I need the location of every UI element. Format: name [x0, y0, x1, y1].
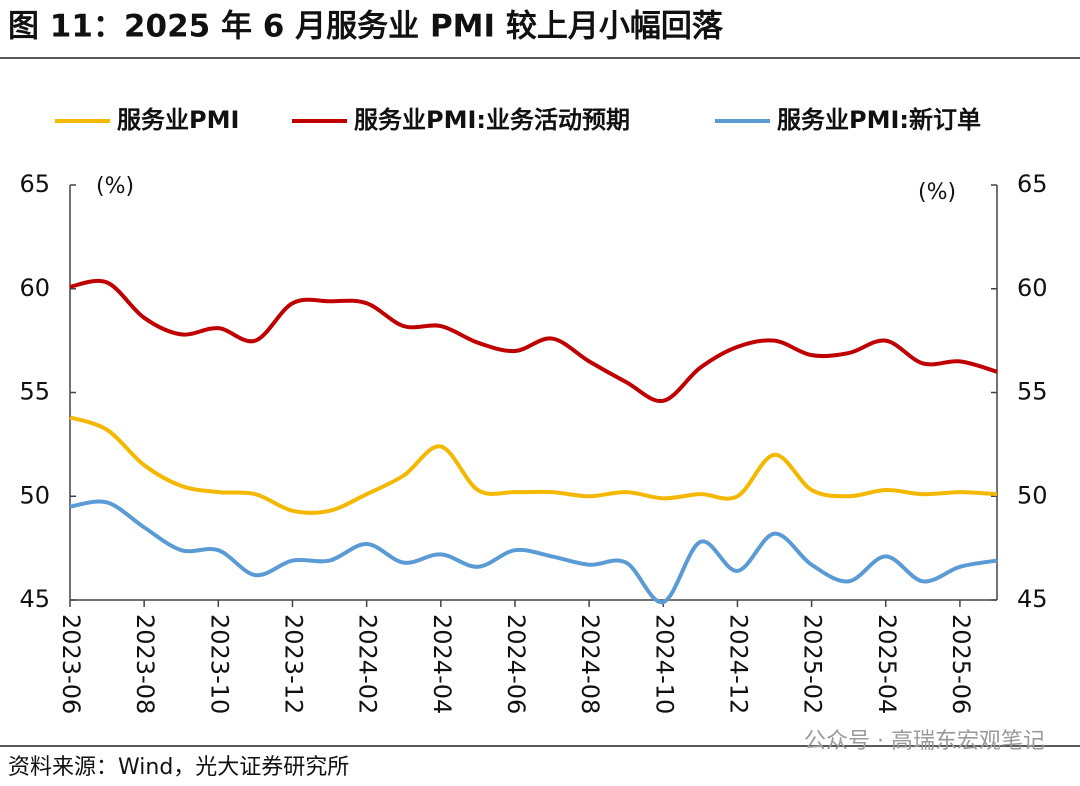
source: 资料来源：Wind，光大证券研究所 [8, 755, 349, 780]
legend-label: 服务业PMI:新订单 [777, 106, 981, 134]
watermark: 公众号 · 高瑞东宏观笔记 [804, 729, 1045, 754]
y-tick-label: 65 [19, 170, 50, 198]
chart-title: 图 11：2025 年 6 月服务业 PMI 较上月小幅回落 [8, 9, 724, 45]
y2-tick-label: 55 [1017, 378, 1048, 406]
legend-label: 服务业PMI:业务活动预期 [354, 106, 630, 134]
x-tick-label: 2024-12 [724, 614, 752, 714]
x-tick-label: 2023-08 [131, 614, 159, 714]
series-line [69, 499, 998, 605]
x-tick-label: 2025-04 [873, 614, 901, 714]
x-tick-label: 2023-10 [205, 614, 233, 714]
x-tick-label: 2023-06 [57, 614, 85, 714]
y2-tick-label: 45 [1017, 585, 1048, 613]
x-tick-label: 2024-08 [576, 614, 604, 714]
x-tick-label: 2025-02 [799, 614, 827, 714]
x-tick-label: 2024-04 [428, 614, 456, 714]
y2-tick-label: 60 [1017, 274, 1048, 302]
y2-tick-label: 50 [1017, 481, 1048, 509]
series-line [69, 278, 998, 403]
y-tick-label: 60 [19, 274, 50, 302]
y-tick-label: 55 [19, 378, 50, 406]
x-tick-label: 2024-10 [650, 614, 678, 714]
legend-label: 服务业PMI [117, 106, 239, 134]
y2-unit: (%) [918, 180, 956, 205]
y-unit: (%) [96, 174, 134, 199]
y2-tick-label: 65 [1017, 170, 1048, 198]
x-tick-label: 2025-06 [947, 614, 975, 714]
y-tick-label: 45 [19, 585, 50, 613]
x-tick-label: 2023-12 [279, 614, 307, 714]
x-tick-label: 2024-06 [502, 614, 530, 714]
x-tick-label: 2024-02 [354, 614, 382, 714]
series-line [69, 415, 998, 515]
y-tick-label: 50 [19, 481, 50, 509]
